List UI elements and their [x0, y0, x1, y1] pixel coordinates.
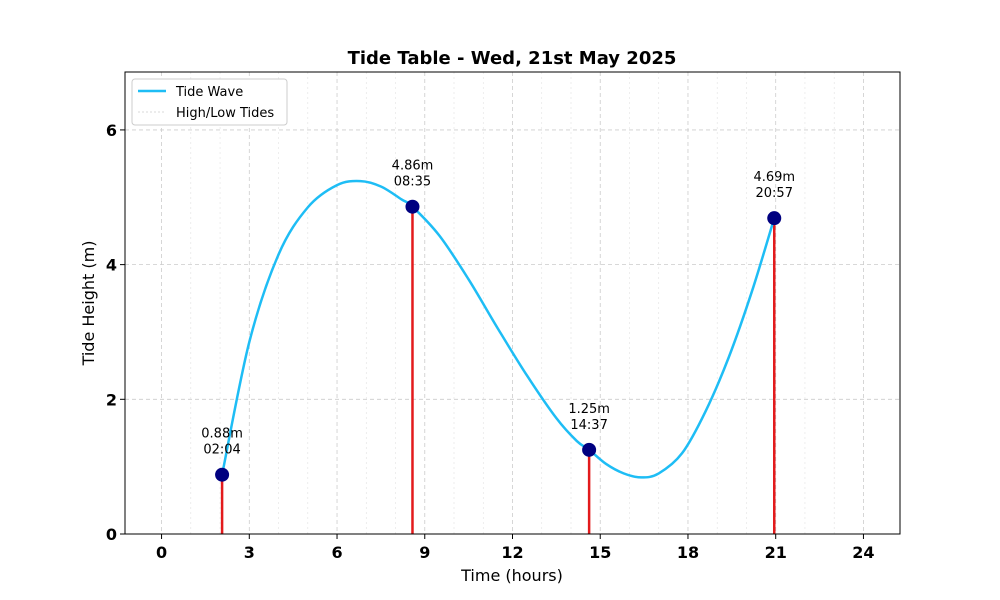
- x-tick-label: 6: [331, 543, 342, 562]
- tide-marker: [582, 442, 597, 457]
- tide-time-label: 14:37: [570, 418, 607, 433]
- legend-box: [131, 78, 288, 126]
- grid: [125, 72, 900, 535]
- legend-label-high-low: High/Low Tides: [176, 106, 274, 121]
- y-tick-label: 2: [106, 390, 117, 409]
- x-tick-label: 21: [765, 543, 787, 562]
- tide-height-label: 0.88m: [201, 427, 243, 442]
- legend: Tide Wave High/Low Tides: [131, 78, 288, 126]
- tide-marker: [405, 199, 420, 214]
- x-tick-label: 12: [501, 543, 523, 562]
- tide-time-label: 08:35: [394, 175, 431, 190]
- y-tick-label: 0: [106, 525, 117, 544]
- tide-marker: [767, 211, 782, 226]
- x-axis-ticks: 0 3 6 9 12 15 18 21 24: [156, 534, 875, 562]
- x-tick-label: 15: [589, 543, 611, 562]
- x-tick-label: 24: [852, 543, 874, 562]
- legend-label-tide-wave: Tide Wave: [175, 85, 243, 100]
- y-tick-label: 4: [106, 256, 117, 275]
- tide-time-label: 02:04: [203, 443, 240, 458]
- x-axis-label: Time (hours): [460, 566, 563, 585]
- tide-height-label: 1.25m: [568, 402, 610, 417]
- y-axis-ticks: 0 2 4 6: [106, 121, 125, 544]
- x-tick-label: 9: [419, 543, 430, 562]
- tide-stems: [220, 206, 776, 534]
- tide-wave-line: [220, 179, 776, 479]
- y-tick-label: 6: [106, 121, 117, 140]
- y-axis-label: Tide Height (m): [79, 241, 98, 367]
- x-tick-label: 3: [244, 543, 255, 562]
- x-tick-label: 18: [677, 543, 699, 562]
- x-tick-label: 0: [156, 543, 167, 562]
- tide-height-label: 4.69m: [753, 170, 795, 185]
- tide-time-label: 20:57: [756, 186, 793, 201]
- tide-height-label: 4.86m: [392, 159, 434, 174]
- tide-marker: [215, 467, 230, 482]
- tide-markers: [215, 199, 782, 482]
- chart-title: Tide Table - Wed, 21st May 2025: [348, 48, 677, 69]
